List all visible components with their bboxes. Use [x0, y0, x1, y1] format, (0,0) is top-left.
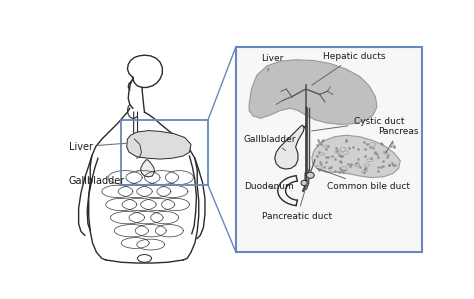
Text: Liver: Liver: [69, 142, 128, 152]
Text: Liver: Liver: [261, 54, 283, 71]
Ellipse shape: [301, 180, 307, 186]
Polygon shape: [275, 125, 304, 169]
Text: Hepatic ducts: Hepatic ducts: [312, 52, 385, 85]
Text: Cystic duct: Cystic duct: [311, 117, 404, 131]
Text: Gallbladder: Gallbladder: [69, 170, 139, 186]
Text: Common bile duct: Common bile duct: [318, 169, 410, 191]
Text: Gallbladder: Gallbladder: [244, 135, 296, 150]
Text: Pancreas: Pancreas: [379, 127, 419, 152]
Text: Pancreatic duct: Pancreatic duct: [262, 180, 332, 221]
Ellipse shape: [307, 172, 314, 178]
Bar: [236, 47, 422, 252]
Polygon shape: [127, 131, 191, 159]
Polygon shape: [249, 60, 377, 124]
Bar: [121, 120, 208, 185]
Text: Duodenum: Duodenum: [244, 182, 293, 191]
Polygon shape: [312, 135, 400, 178]
Polygon shape: [141, 160, 155, 177]
